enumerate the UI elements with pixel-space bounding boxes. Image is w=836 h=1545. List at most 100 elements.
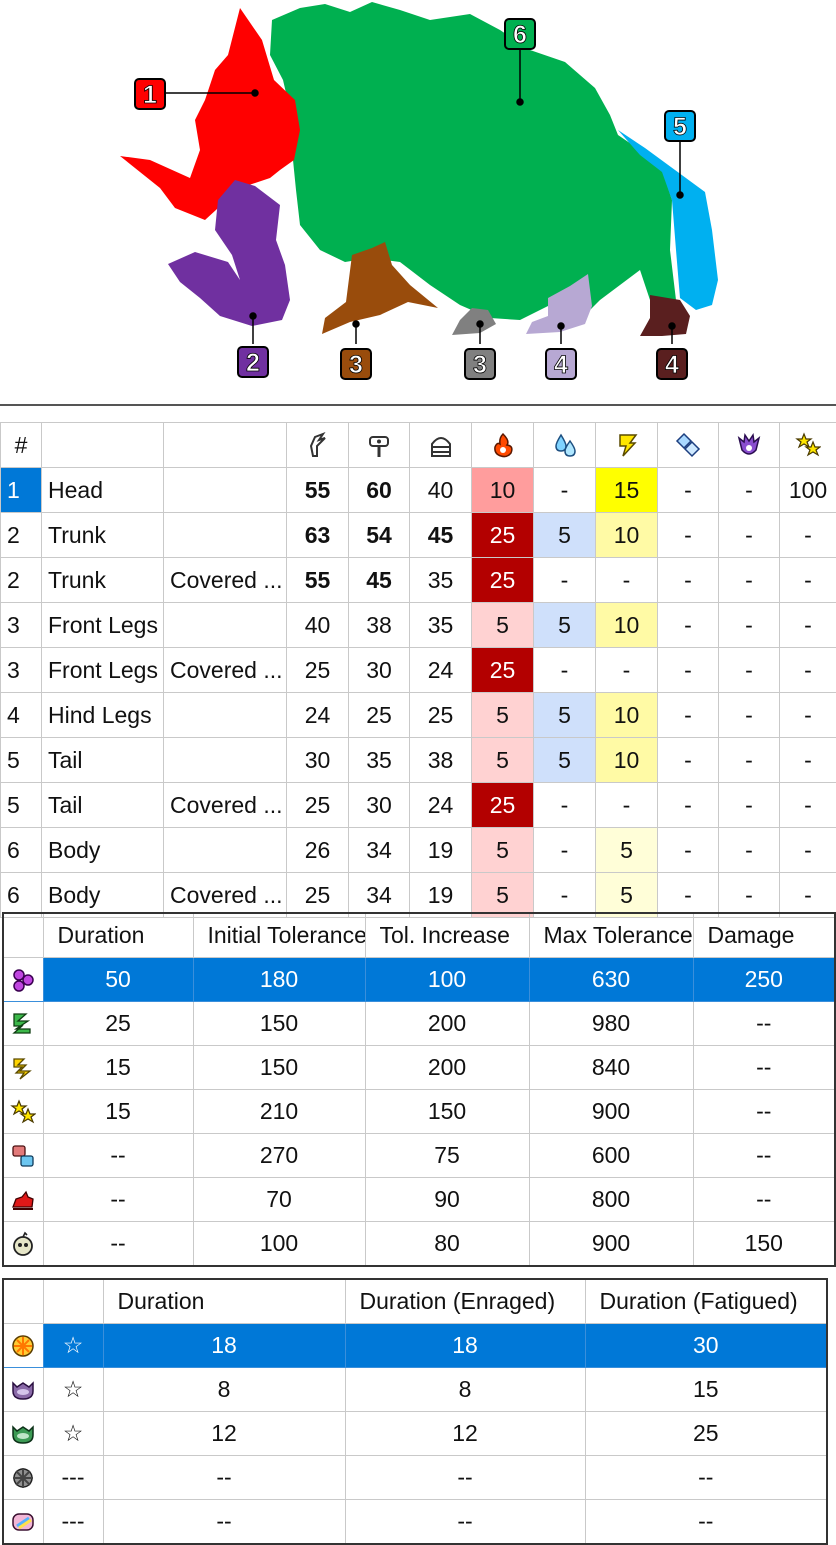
item-row[interactable]: ---------: [3, 1456, 827, 1500]
hitzone-value-thunder[interactable]: 5: [596, 828, 658, 873]
hitzone-part-name[interactable]: Front Legs: [42, 603, 164, 648]
hitzone-value-cut[interactable]: 63: [287, 513, 349, 558]
hitzone-value-ice[interactable]: -: [658, 693, 719, 738]
hitzone-value-shot[interactable]: 38: [410, 738, 472, 783]
status-damage-cell[interactable]: --: [693, 1090, 835, 1134]
cut-icon[interactable]: [287, 423, 349, 468]
status-initial-tolerance-cell[interactable]: 210: [193, 1090, 365, 1134]
hitzone-part-name[interactable]: Trunk: [42, 558, 164, 603]
status-damage-cell[interactable]: --: [693, 1002, 835, 1046]
item-duration-cell[interactable]: 8: [103, 1368, 345, 1412]
status-max-tolerance-cell[interactable]: 600: [529, 1134, 693, 1178]
status-damage-cell[interactable]: --: [693, 1178, 835, 1222]
hitzone-value-thunder[interactable]: 10: [596, 738, 658, 783]
hitzone-value-impact[interactable]: 25: [349, 693, 410, 738]
hitzone-part-state[interactable]: Covered ...: [164, 873, 287, 918]
hitzone-value-ice[interactable]: -: [658, 603, 719, 648]
hitzone-value-ice[interactable]: -: [658, 513, 719, 558]
item-mark[interactable]: ---: [43, 1500, 103, 1545]
status-duration-cell[interactable]: 15: [43, 1090, 193, 1134]
item-duration-enraged-cell[interactable]: 8: [345, 1368, 585, 1412]
hitzone-value-fire[interactable]: 25: [472, 648, 534, 693]
hitzone-part-name[interactable]: Front Legs: [42, 648, 164, 693]
hitzone-part-name[interactable]: Tail: [42, 783, 164, 828]
hitzone-value-shot[interactable]: 24: [410, 783, 472, 828]
item-duration-fatigued-cell[interactable]: --: [585, 1500, 827, 1545]
hitzone-part-number[interactable]: 2: [1, 558, 42, 603]
hitzone-value-water[interactable]: 5: [534, 603, 596, 648]
hitzone-value-ice[interactable]: -: [658, 468, 719, 513]
status-max-tolerance-cell[interactable]: 900: [529, 1222, 693, 1267]
status-tol-increase-cell[interactable]: 200: [365, 1002, 529, 1046]
status-duration-cell[interactable]: 25: [43, 1002, 193, 1046]
status-max-tolerance-cell[interactable]: 900: [529, 1090, 693, 1134]
item-mark[interactable]: ☆: [43, 1324, 103, 1368]
impact-icon[interactable]: [349, 423, 410, 468]
status-tol-increase-cell[interactable]: 90: [365, 1178, 529, 1222]
hitzone-part-name[interactable]: Head: [42, 468, 164, 513]
status-duration-cell[interactable]: --: [43, 1178, 193, 1222]
hitzone-value-fire[interactable]: 5: [472, 873, 534, 918]
thunder-icon[interactable]: [596, 423, 658, 468]
hitzone-part-state[interactable]: [164, 603, 287, 648]
status-tol-increase-cell[interactable]: 100: [365, 958, 529, 1002]
hitzone-value-stun[interactable]: -: [780, 783, 836, 828]
item-header-duration-enraged[interactable]: Duration (Enraged): [345, 1279, 585, 1324]
hitzone-part-number[interactable]: 1: [1, 468, 42, 513]
item-mark[interactable]: ☆: [43, 1368, 103, 1412]
hitzone-part-state[interactable]: [164, 693, 287, 738]
hitzone-part-state[interactable]: [164, 738, 287, 783]
hitzone-part-name[interactable]: Body: [42, 828, 164, 873]
hitzone-value-water[interactable]: 5: [534, 693, 596, 738]
hitzone-value-water[interactable]: -: [534, 468, 596, 513]
hitzone-value-ice[interactable]: -: [658, 828, 719, 873]
hitzone-value-impact[interactable]: 34: [349, 873, 410, 918]
hitzone-value-fire[interactable]: 5: [472, 693, 534, 738]
hitzone-value-thunder[interactable]: 10: [596, 513, 658, 558]
hitzone-value-stun[interactable]: 100: [780, 468, 836, 513]
hitzone-value-water[interactable]: -: [534, 558, 596, 603]
hitzone-value-stun[interactable]: -: [780, 873, 836, 918]
hitzone-value-ice[interactable]: -: [658, 648, 719, 693]
hitzone-header-state[interactable]: [164, 423, 287, 468]
hitzone-part-number[interactable]: 6: [1, 828, 42, 873]
hitzone-value-cut[interactable]: 30: [287, 738, 349, 783]
hitzone-value-cut[interactable]: 25: [287, 648, 349, 693]
status-max-tolerance-cell[interactable]: 800: [529, 1178, 693, 1222]
hitzone-value-dragon[interactable]: -: [719, 873, 780, 918]
status-damage-cell[interactable]: 250: [693, 958, 835, 1002]
hitzone-value-thunder[interactable]: 5: [596, 873, 658, 918]
hitzone-part-number[interactable]: 5: [1, 738, 42, 783]
hitzone-part-name[interactable]: Trunk: [42, 513, 164, 558]
hitzone-value-shot[interactable]: 35: [410, 558, 472, 603]
hitzone-value-impact[interactable]: 34: [349, 828, 410, 873]
hitzone-part-name[interactable]: Tail: [42, 738, 164, 783]
item-duration-enraged-cell[interactable]: 18: [345, 1324, 585, 1368]
hitzone-value-impact[interactable]: 38: [349, 603, 410, 648]
item-duration-fatigued-cell[interactable]: --: [585, 1456, 827, 1500]
status-damage-cell[interactable]: 150: [693, 1222, 835, 1267]
status-header-tol-increase[interactable]: Tol. Increase: [365, 913, 529, 958]
item-duration-enraged-cell[interactable]: --: [345, 1500, 585, 1545]
hitzone-part-number[interactable]: 3: [1, 648, 42, 693]
status-tol-increase-cell[interactable]: 200: [365, 1046, 529, 1090]
hitzone-value-shot[interactable]: 45: [410, 513, 472, 558]
hitzone-value-shot[interactable]: 40: [410, 468, 472, 513]
hitzone-value-ice[interactable]: -: [658, 873, 719, 918]
status-header-initial-tolerance[interactable]: Initial Tolerance: [193, 913, 365, 958]
hitzone-part-name[interactable]: Hind Legs: [42, 693, 164, 738]
shot-icon[interactable]: [410, 423, 472, 468]
hitzone-value-thunder[interactable]: 10: [596, 603, 658, 648]
hitzone-value-thunder[interactable]: 10: [596, 693, 658, 738]
hitzone-value-shot[interactable]: 19: [410, 873, 472, 918]
hitzone-value-cut[interactable]: 24: [287, 693, 349, 738]
